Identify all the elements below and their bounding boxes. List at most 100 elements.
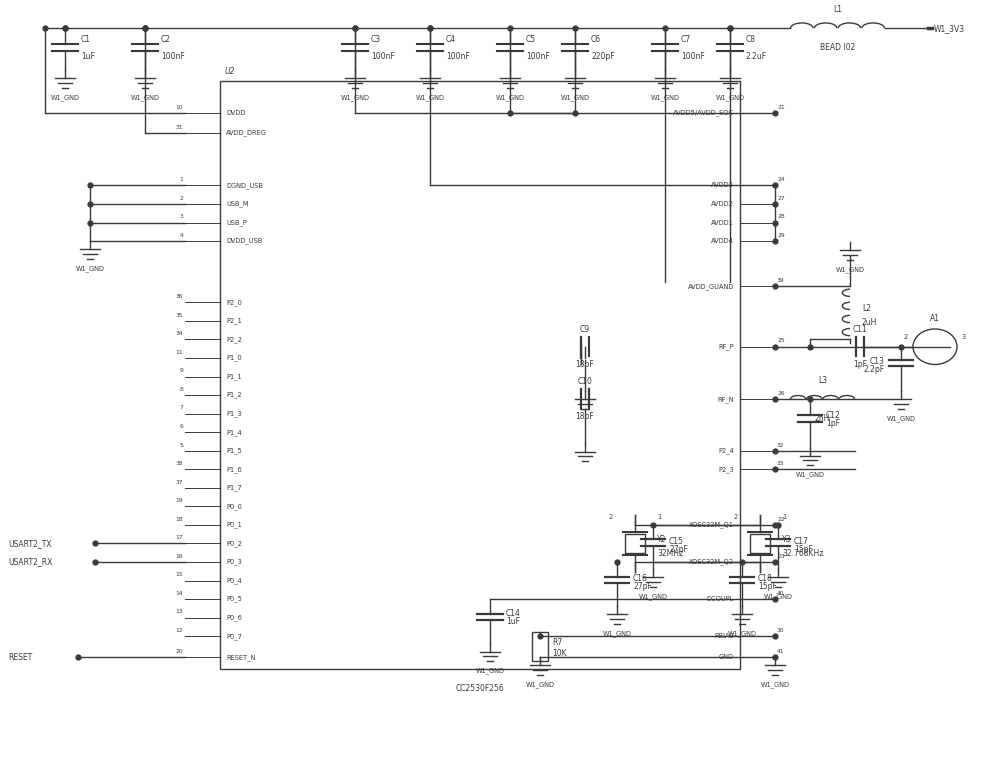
Text: P2_2: P2_2 xyxy=(226,336,242,343)
Text: 15pF: 15pF xyxy=(758,581,777,591)
Text: P0_4: P0_4 xyxy=(226,577,242,584)
Text: 18pF: 18pF xyxy=(576,359,594,368)
Text: W1_GND: W1_GND xyxy=(796,472,824,479)
Text: RBIAS: RBIAS xyxy=(714,633,734,639)
Text: W1_GND: W1_GND xyxy=(761,681,790,688)
Text: W1_GND: W1_GND xyxy=(416,94,444,101)
Text: 220pF: 220pF xyxy=(591,51,615,61)
Text: 32.768KHz: 32.768KHz xyxy=(782,548,823,558)
Text: 2.2pF: 2.2pF xyxy=(864,365,885,374)
Text: C4: C4 xyxy=(446,34,456,44)
Text: XOSC32M_Q2: XOSC32M_Q2 xyxy=(689,558,734,565)
Text: C6: C6 xyxy=(591,34,601,44)
Text: P0_0: P0_0 xyxy=(226,503,242,509)
Text: W1_GND: W1_GND xyxy=(50,94,80,101)
Text: 10: 10 xyxy=(175,105,183,110)
Text: XOSC32M_Q1: XOSC32M_Q1 xyxy=(689,522,734,529)
Text: 2nH: 2nH xyxy=(815,414,830,423)
Text: 41: 41 xyxy=(777,649,785,654)
Text: 2: 2 xyxy=(734,514,738,520)
Text: W1_GND: W1_GND xyxy=(476,668,505,674)
Text: W1_GND: W1_GND xyxy=(495,94,524,101)
Text: C5: C5 xyxy=(526,34,536,44)
Text: 34: 34 xyxy=(176,331,183,336)
Text: 5: 5 xyxy=(179,443,183,447)
Text: 100nF: 100nF xyxy=(526,51,550,61)
Text: 3: 3 xyxy=(962,334,966,340)
Text: 11: 11 xyxy=(175,350,183,355)
Text: 18pF: 18pF xyxy=(576,412,594,421)
Text: 25: 25 xyxy=(777,339,785,343)
Text: 14: 14 xyxy=(175,591,183,596)
Text: W1_GND: W1_GND xyxy=(340,94,370,101)
Text: P0_2: P0_2 xyxy=(226,540,242,547)
Text: 2.2uF: 2.2uF xyxy=(746,51,767,61)
Text: 15pF: 15pF xyxy=(794,545,813,554)
Text: 20: 20 xyxy=(175,649,183,654)
Text: 13: 13 xyxy=(175,610,183,614)
Text: C14: C14 xyxy=(506,609,521,618)
Text: 4: 4 xyxy=(179,233,183,238)
Text: P2_0: P2_0 xyxy=(226,299,242,306)
Text: W1_GND: W1_GND xyxy=(728,630,757,637)
Text: BEAD I02: BEAD I02 xyxy=(820,43,855,52)
Text: W1_GND: W1_GND xyxy=(560,94,590,101)
Text: DCOUPL: DCOUPL xyxy=(707,596,734,602)
Text: Y3: Y3 xyxy=(782,535,791,544)
Text: 32: 32 xyxy=(777,443,785,447)
Text: 100nF: 100nF xyxy=(681,51,705,61)
Text: C1: C1 xyxy=(81,34,91,44)
Text: 1: 1 xyxy=(179,177,183,182)
Text: RF_N: RF_N xyxy=(717,396,734,402)
Text: W1_GND: W1_GND xyxy=(836,266,864,273)
Text: P0_7: P0_7 xyxy=(226,633,242,640)
Text: P0_1: P0_1 xyxy=(226,522,242,529)
Text: C9: C9 xyxy=(580,325,590,334)
Text: 6: 6 xyxy=(179,424,183,429)
Text: USB_M: USB_M xyxy=(226,201,249,208)
Text: 38: 38 xyxy=(176,461,183,466)
Text: 26: 26 xyxy=(777,391,785,396)
Text: 31: 31 xyxy=(175,125,183,129)
Text: 18: 18 xyxy=(175,517,183,522)
Text: 33: 33 xyxy=(777,461,784,466)
Text: W1_GND: W1_GND xyxy=(526,681,554,688)
Text: 39: 39 xyxy=(777,278,784,283)
Text: C13: C13 xyxy=(870,357,885,365)
Text: USART2_TX: USART2_TX xyxy=(8,539,52,548)
Text: USB_P: USB_P xyxy=(226,219,247,226)
Text: P0_3: P0_3 xyxy=(226,558,242,565)
Text: P1_6: P1_6 xyxy=(226,466,242,473)
Text: 1pF: 1pF xyxy=(853,359,867,368)
Text: C10: C10 xyxy=(578,377,592,386)
Text: Y2: Y2 xyxy=(657,535,666,544)
Text: AVDD_DREG: AVDD_DREG xyxy=(226,129,267,136)
Text: P2_1: P2_1 xyxy=(226,318,242,324)
Text: 10K: 10K xyxy=(552,649,567,658)
Text: 28: 28 xyxy=(777,214,785,219)
Text: C12: C12 xyxy=(826,411,841,420)
Text: L1: L1 xyxy=(833,5,842,14)
Text: C17: C17 xyxy=(794,536,809,545)
Text: C3: C3 xyxy=(371,34,381,44)
Text: DVDD_USB: DVDD_USB xyxy=(226,237,262,244)
Text: P1_4: P1_4 xyxy=(226,429,242,436)
Text: W1_GND: W1_GND xyxy=(638,594,667,601)
Text: 32MHz: 32MHz xyxy=(657,548,683,558)
Text: W1_GND: W1_GND xyxy=(764,594,792,601)
Text: 8: 8 xyxy=(179,387,183,392)
Text: 22: 22 xyxy=(777,517,785,522)
Text: W1_GND: W1_GND xyxy=(716,94,744,101)
Text: 100nF: 100nF xyxy=(446,51,470,61)
Text: W1_GND: W1_GND xyxy=(76,265,104,272)
Text: 1: 1 xyxy=(657,514,661,520)
Text: 37: 37 xyxy=(175,480,183,485)
Text: P1_2: P1_2 xyxy=(226,391,242,398)
Text: W1_GND: W1_GND xyxy=(887,415,916,422)
Text: RF_P: RF_P xyxy=(718,343,734,350)
Text: 16: 16 xyxy=(175,554,183,558)
Text: RESET: RESET xyxy=(8,653,32,662)
Text: GND: GND xyxy=(719,654,734,660)
Text: P2_4: P2_4 xyxy=(718,447,734,454)
Text: 2: 2 xyxy=(609,514,613,520)
